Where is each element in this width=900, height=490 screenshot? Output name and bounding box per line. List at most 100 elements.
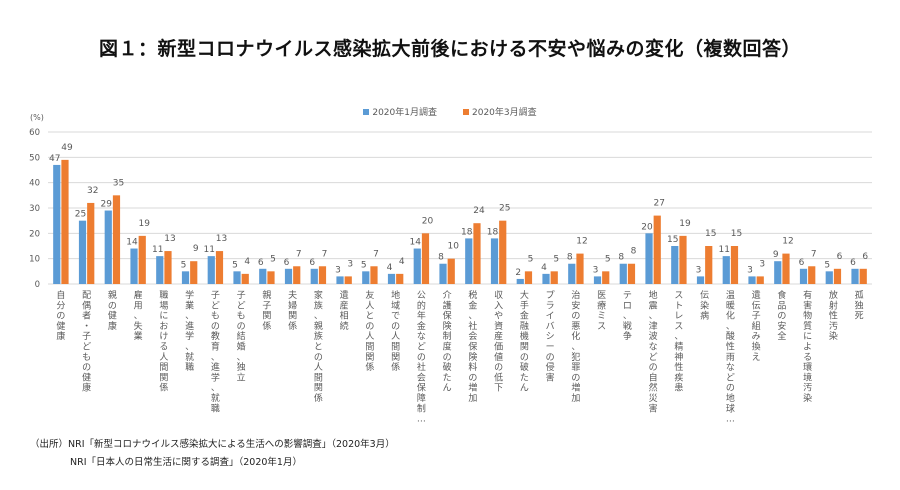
bar-mar xyxy=(833,268,842,284)
x-tick-label: 友人との人間関係 xyxy=(365,289,374,373)
data-label: 7 xyxy=(322,249,328,259)
bar-jan xyxy=(259,268,267,284)
chart-title: 図１：新型コロナウイルス感染拡大前後における不安や悩みの変化（複数回答） xyxy=(98,38,801,60)
data-label: 7 xyxy=(296,249,302,259)
data-label: 4 xyxy=(387,263,393,273)
data-label: 19 xyxy=(139,219,151,229)
bar-jan xyxy=(413,248,421,284)
bar-jan xyxy=(310,268,318,284)
bar-jan xyxy=(671,246,679,284)
data-label: 7 xyxy=(373,249,379,259)
legend-item-mar: 2020年3月調査 xyxy=(463,105,537,118)
data-label: 25 xyxy=(75,210,86,220)
bar-mar xyxy=(164,251,172,284)
data-label: 3 xyxy=(747,265,753,275)
legend-label-mar: 2020年3月調査 xyxy=(472,108,537,118)
x-tick-label: 地域での人間関係 xyxy=(391,289,400,373)
data-label: 3 xyxy=(347,259,353,269)
bar-mar xyxy=(447,258,455,284)
bar-jan xyxy=(490,238,499,284)
bar-mar xyxy=(318,266,327,284)
x-tick-label: 放射性汚染 xyxy=(829,289,838,342)
bar-jan xyxy=(542,273,550,284)
x-tick-label: テロ、戦争 xyxy=(623,290,632,342)
x-tick-label: 雇用、失業 xyxy=(134,289,143,342)
y-tick-label: 50 xyxy=(29,153,40,163)
bar-mar xyxy=(473,223,481,284)
bar-jan xyxy=(53,164,61,284)
data-label: 32 xyxy=(87,186,98,196)
data-label: 11 xyxy=(719,245,730,255)
bar-jan xyxy=(439,263,447,284)
bar-mar xyxy=(293,266,301,284)
data-label: 5 xyxy=(605,254,611,264)
x-tick-label: 夫婦関係 xyxy=(288,289,297,332)
x-tick-label: 医療ミス xyxy=(597,290,606,332)
data-label: 2 xyxy=(515,268,521,278)
data-label: 19 xyxy=(679,219,691,229)
data-label: 8 xyxy=(567,253,573,263)
bar-mar xyxy=(602,271,610,284)
x-tick-label: 親子関係 xyxy=(262,289,271,332)
x-tick-label: 学業、進学、就職 xyxy=(185,289,194,373)
data-label: 13 xyxy=(216,234,227,244)
x-tick-label: 自分の健康 xyxy=(56,289,65,342)
source-notes: （出所）NRI「新型コロナウイルス感染拡大による生活への影響調査」（2020年3… xyxy=(30,436,395,472)
bar-mar xyxy=(782,253,790,284)
x-tick-label: 孤独死 xyxy=(855,289,864,322)
y-tick-label: 0 xyxy=(35,280,40,290)
y-axis-label: (%) xyxy=(30,113,44,122)
data-label: 6 xyxy=(258,258,264,268)
bar-mar xyxy=(808,266,816,284)
bar-mar xyxy=(370,266,378,284)
bar-jan xyxy=(207,256,215,284)
bar-jan xyxy=(387,273,396,284)
bars xyxy=(53,159,867,284)
legend-item-jan: 2020年1月調査 xyxy=(363,105,437,118)
bar-mar xyxy=(190,261,198,284)
bar-jan xyxy=(825,271,833,284)
bar-mar xyxy=(215,251,224,284)
y-tick-label: 20 xyxy=(29,229,40,239)
data-label: 15 xyxy=(705,229,716,239)
x-tick-label: 地震、津波などの自然災害 xyxy=(649,289,658,414)
bar-jan xyxy=(593,276,602,284)
bar-mar xyxy=(421,233,430,284)
bar-mar xyxy=(576,253,584,284)
bar-mar xyxy=(550,271,558,284)
bar-mar xyxy=(344,276,352,284)
bar-jan xyxy=(722,256,730,284)
x-tick-label: 治安の悪化、犯罪の増加 xyxy=(571,289,580,404)
data-label: 5 xyxy=(361,260,367,270)
bar-jan xyxy=(799,268,808,284)
bar-jan xyxy=(362,271,370,284)
bar-jan xyxy=(568,263,576,284)
x-tick-label: 子どもの結婚、独立 xyxy=(237,290,246,383)
data-label: 15 xyxy=(731,229,742,239)
bar-mar xyxy=(627,263,636,284)
x-tick-label: 遺産相続 xyxy=(340,289,349,332)
bar-jan xyxy=(516,278,524,284)
x-tick-label: 税金、社会保険料の増加 xyxy=(468,289,477,404)
data-label: 10 xyxy=(448,242,460,252)
data-label: 6 xyxy=(284,258,290,268)
data-label: 4 xyxy=(541,263,547,273)
data-label: 4 xyxy=(399,257,405,267)
data-label: 5 xyxy=(181,260,187,270)
legend-swatch-mar xyxy=(463,108,469,115)
data-label: 3 xyxy=(335,265,341,275)
bar-mar xyxy=(138,235,146,284)
data-label: 27 xyxy=(654,199,665,209)
legend-label-jan: 2020年1月調査 xyxy=(372,108,437,118)
bar-jan xyxy=(465,238,473,284)
data-label: 3 xyxy=(759,259,765,269)
y-tick-label: 10 xyxy=(29,255,40,265)
x-axis-labels: 自分の健康 配偶者・子どもの健康 親の健康 雇用、失業 職場における人間関係 学業、進学、… xyxy=(56,289,863,425)
bar-mar xyxy=(499,220,507,284)
bar-jan xyxy=(156,256,164,284)
bar-jan xyxy=(748,276,756,284)
data-label: 29 xyxy=(101,200,113,210)
bar-jan xyxy=(181,271,190,284)
